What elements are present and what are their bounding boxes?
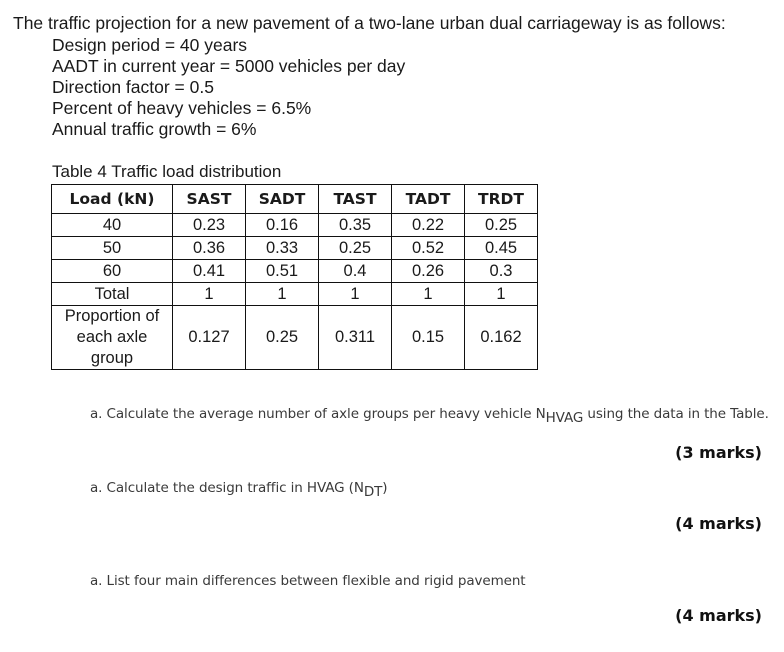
problem-intro: The traffic projection for a new pavemen…: [13, 13, 726, 33]
cell: 0.52: [391, 236, 465, 260]
table-row: 50 0.36 0.33 0.25 0.52 0.45: [51, 236, 538, 260]
param-heavy-vehicles: Percent of heavy vehicles = 6.5%: [52, 98, 312, 118]
table-header-row: Load (kN) SAST SADT TAST TADT TRDT: [51, 184, 538, 214]
cell: 0.162: [464, 305, 538, 370]
traffic-load-table: Load (kN) SAST SADT TAST TADT TRDT 40 0.…: [51, 184, 538, 370]
cell: 0.25: [318, 236, 392, 260]
proportion-label: Proportion of each axle group: [51, 305, 173, 370]
question-text: using the data in the Table.: [583, 406, 769, 422]
cell: 0.41: [172, 259, 246, 283]
param-aadt: AADT in current year = 5000 vehicles per…: [52, 56, 406, 76]
header-tast: TAST: [318, 184, 392, 214]
cell: 0.16: [245, 213, 319, 237]
header-sast: SAST: [172, 184, 246, 214]
question-2: a. Calculate the design traffic in HVAG …: [90, 480, 388, 499]
question-text: a. List four main differences between fl…: [90, 573, 526, 589]
cell: 50: [51, 236, 173, 260]
param-design-period: Design period = 40 years: [52, 35, 248, 55]
cell: 0.3: [464, 259, 538, 283]
proportion-label-line: each axle: [76, 328, 148, 346]
question-1: a. Calculate the average number of axle …: [90, 406, 769, 425]
design-parameters: Design period = 40 years AADT in current…: [52, 35, 405, 140]
cell: 0.4: [318, 259, 392, 283]
table-row: 40 0.23 0.16 0.35 0.22 0.25: [51, 213, 538, 237]
cell: 0.25: [464, 213, 538, 237]
cell: 0.26: [391, 259, 465, 283]
cell: 1: [318, 282, 392, 306]
marks-question-1: (3 marks): [675, 443, 762, 462]
table-row: 60 0.41 0.51 0.4 0.26 0.3: [51, 259, 538, 283]
header-sadt: SADT: [245, 184, 319, 214]
question-subscript: HVAG: [545, 410, 584, 426]
marks-question-3: (4 marks): [675, 606, 762, 625]
header-load: Load (kN): [51, 184, 173, 214]
question-text: ): [382, 480, 388, 496]
header-trdt: TRDT: [464, 184, 538, 214]
cell: 0.36: [172, 236, 246, 260]
param-traffic-growth: Annual traffic growth = 6%: [52, 119, 257, 139]
cell: 0.25: [245, 305, 319, 370]
cell: 0.35: [318, 213, 392, 237]
proportion-label-line: Proportion of: [64, 307, 160, 325]
question-3: a. List four main differences between fl…: [90, 573, 526, 589]
cell: 0.15: [391, 305, 465, 370]
param-direction-factor: Direction factor = 0.5: [52, 77, 214, 97]
question-subscript: DT: [363, 484, 383, 500]
table-caption: Table 4 Traffic load distribution: [52, 162, 282, 181]
cell: 0.311: [318, 305, 392, 370]
cell: 0.22: [391, 213, 465, 237]
header-tadt: TADT: [391, 184, 465, 214]
cell: 1: [391, 282, 465, 306]
cell: 0.33: [245, 236, 319, 260]
marks-question-2: (4 marks): [675, 514, 762, 533]
cell: 1: [464, 282, 538, 306]
cell: 0.127: [172, 305, 246, 370]
cell: 0.45: [464, 236, 538, 260]
cell: Total: [51, 282, 173, 306]
cell: 40: [51, 213, 173, 237]
cell: 1: [245, 282, 319, 306]
table-row-proportion: Proportion of each axle group 0.127 0.25…: [51, 305, 538, 370]
cell: 0.51: [245, 259, 319, 283]
table-row-total: Total 1 1 1 1 1: [51, 282, 538, 306]
cell: 0.23: [172, 213, 246, 237]
question-text: a. Calculate the average number of axle …: [90, 406, 546, 422]
cell: 1: [172, 282, 246, 306]
cell: 60: [51, 259, 173, 283]
question-text: a. Calculate the design traffic in HVAG …: [90, 480, 364, 496]
proportion-label-line: group: [90, 349, 134, 367]
